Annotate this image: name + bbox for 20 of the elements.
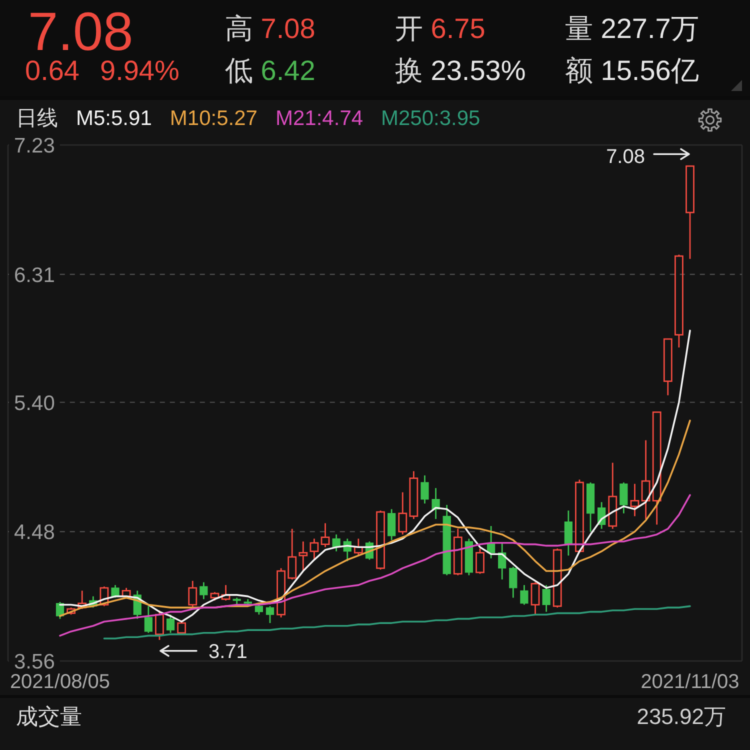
text: 高 7.08 — [225, 13, 316, 44]
text: 量 227.7万 — [565, 13, 699, 44]
y-tick-label: 3.56 — [14, 650, 55, 674]
text: 低 6.42 — [225, 55, 316, 86]
y-tick-label: 6.31 — [14, 264, 55, 287]
legend: 日线 M5:5.91 M10:5.27 M21:4.74 M250:3.95 — [16, 107, 480, 130]
x-tick-label: 2021/11/03 — [640, 671, 740, 693]
x-tick-label: 2021/08/05 — [10, 671, 110, 693]
y-tick-label: 4.48 — [14, 521, 55, 544]
annotation: 7.08 — [606, 146, 645, 168]
line-series — [59, 494, 691, 637]
y-tick-label: 5.40 — [14, 392, 55, 415]
text: 开 6.75 — [395, 13, 486, 44]
text: 成交量 — [16, 704, 82, 729]
text: 换 23.53% — [395, 55, 526, 86]
text: 235.92万 — [636, 704, 726, 729]
y-tick-label: 7.23 — [14, 134, 55, 158]
line-series — [103, 605, 691, 640]
annotation: 3.71 — [208, 640, 248, 663]
text: 额 15.56亿 — [565, 55, 699, 86]
